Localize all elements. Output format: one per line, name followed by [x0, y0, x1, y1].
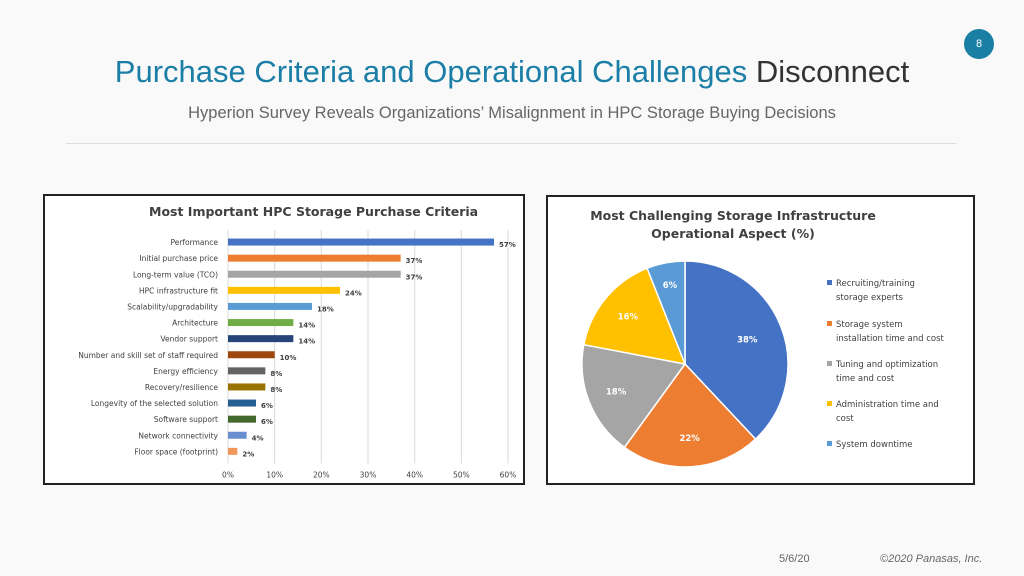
slide-title: Purchase Criteria and Operational Challe… — [0, 54, 1024, 90]
bar-data-label: 18% — [317, 305, 334, 313]
slide-title-main: Purchase Criteria and Operational Challe… — [114, 54, 748, 89]
bar — [228, 270, 401, 278]
bar — [228, 415, 256, 423]
bar — [228, 351, 275, 359]
pie-data-label: 16% — [618, 313, 639, 323]
bar-data-label: 14% — [298, 338, 315, 346]
pie-legend-swatch — [827, 401, 832, 406]
pie-data-label: 38% — [737, 335, 758, 345]
footer-copyright: ©2020 Panasas, Inc. — [880, 553, 983, 565]
bar-x-tick-label: 0% — [222, 470, 234, 479]
bar-category-label: Energy efficiency — [153, 367, 218, 376]
pie-data-label: 18% — [606, 387, 627, 397]
bar-x-tick-label: 20% — [313, 470, 330, 479]
bar-category-label: Software support — [154, 415, 218, 424]
bar-category-label: Longevity of the selected solution — [91, 399, 218, 408]
bar-x-tick-label: 60% — [500, 470, 517, 479]
pie-slice — [623, 362, 757, 468]
pie-legend-swatch — [827, 321, 832, 326]
pie-chart-title: Most Challenging Storage Infrastructure — [590, 208, 876, 223]
bar-x-tick-label: 40% — [406, 470, 423, 479]
pie-slice — [684, 260, 789, 441]
pie-legend-label: Tuning and optimization — [835, 360, 938, 370]
bar-category-label: Architecture — [172, 319, 218, 328]
bar-data-label: 37% — [406, 273, 423, 281]
bar-data-label: 37% — [406, 257, 423, 265]
bar-chart: Most Important HPC Storage Purchase Crit… — [78, 204, 517, 479]
bar-category-label: Recovery/resilience — [145, 383, 218, 392]
pie-legend-swatch — [827, 441, 832, 446]
bar — [228, 383, 266, 391]
pie-legend-label: cost — [836, 414, 854, 424]
slide-subtitle: Hyperion Survey Reveals Organizations’ M… — [188, 104, 836, 122]
bar-category-label: HPC infrastructure fit — [139, 286, 218, 295]
bar — [228, 254, 401, 262]
bar-category-label: Number and skill set of staff required — [78, 351, 218, 360]
bar-data-label: 24% — [345, 289, 362, 297]
bar-data-label: 8% — [270, 370, 282, 378]
pie-legend-swatch — [827, 361, 832, 366]
bar-data-label: 14% — [298, 322, 315, 330]
bar-data-label: 6% — [261, 418, 273, 426]
pie-legend-label: installation time and cost — [836, 334, 945, 344]
bar — [228, 431, 247, 439]
pie-chart-panel: Most Challenging Storage Infrastructure O… — [546, 195, 975, 485]
bar — [228, 447, 238, 455]
pie-data-label: 22% — [679, 434, 700, 444]
bar-data-label: 8% — [270, 386, 282, 394]
bar — [228, 399, 256, 407]
bar — [228, 302, 312, 310]
bar-category-label: Initial purchase price — [139, 254, 218, 263]
footer-date: 5/6/20 — [779, 553, 810, 565]
pie-legend-label: storage experts — [836, 293, 904, 303]
pie-legend-label: System downtime — [836, 440, 913, 450]
page-number-badge: 8 — [964, 29, 994, 59]
pie-slice — [582, 267, 687, 365]
bar — [228, 367, 266, 375]
bar — [228, 335, 294, 343]
bar-category-label: Scalability/upgradability — [127, 302, 218, 311]
bar-data-label: 10% — [280, 354, 297, 362]
pie-legend-swatch — [827, 280, 832, 285]
pie-legend-label: Recruiting/training — [836, 279, 915, 289]
pie-chart-title: Operational Aspect (%) — [651, 226, 815, 241]
bar-data-label: 2% — [242, 450, 254, 458]
pie-data-label: 6% — [663, 281, 678, 291]
pie-legend-label: Storage system — [836, 320, 903, 330]
bar — [228, 286, 340, 294]
slide-title-accent: Disconnect — [755, 54, 910, 89]
bar-category-label: Long-term value (TCO) — [133, 270, 218, 279]
bar-category-label: Floor space (footprint) — [134, 447, 218, 456]
bar-data-label: 6% — [261, 402, 273, 410]
bar-category-label: Network connectivity — [138, 431, 218, 440]
title-divider — [66, 143, 956, 144]
bar-x-tick-label: 50% — [453, 470, 470, 479]
bar — [228, 319, 294, 327]
bar-x-tick-label: 30% — [360, 470, 377, 479]
pie-chart: Most Challenging Storage Infrastructure O… — [581, 208, 945, 468]
bar-data-label: 4% — [252, 434, 264, 442]
bar-data-label: 57% — [499, 241, 516, 249]
pie-legend-label: Administration time and — [836, 400, 939, 410]
bar-chart-title: Most Important HPC Storage Purchase Crit… — [149, 204, 478, 219]
bar-x-tick-label: 10% — [266, 470, 283, 479]
pie-slice — [646, 260, 686, 365]
pie-slice — [581, 343, 687, 449]
bar-category-label: Performance — [170, 238, 218, 247]
bar — [228, 238, 494, 246]
bar-chart-panel: Most Important HPC Storage Purchase Crit… — [43, 194, 525, 485]
bar-category-label: Vendor support — [160, 335, 218, 344]
pie-legend-label: time and cost — [836, 374, 895, 384]
